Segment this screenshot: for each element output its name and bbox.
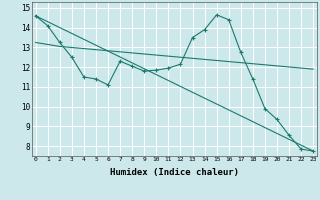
X-axis label: Humidex (Indice chaleur): Humidex (Indice chaleur) — [110, 168, 239, 177]
